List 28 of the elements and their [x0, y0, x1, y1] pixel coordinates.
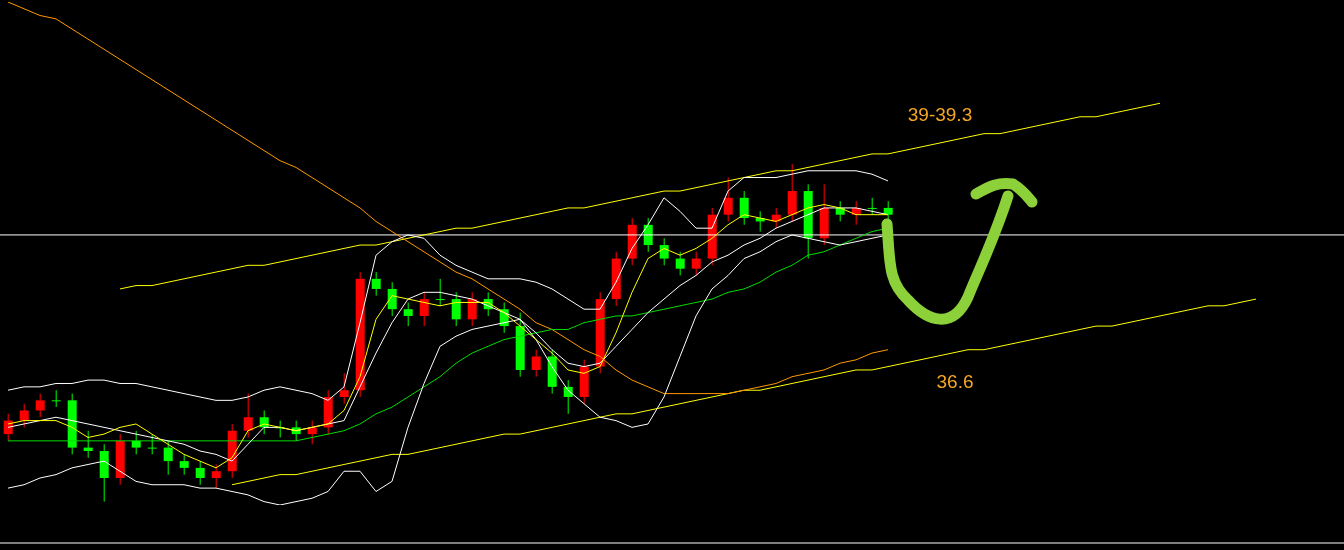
candlestick: [451, 291, 461, 327]
annotation: 36.6: [935, 371, 975, 393]
candlestick: [419, 291, 429, 327]
candlestick: [403, 301, 413, 327]
candlestick: [723, 177, 733, 222]
candlestick: [163, 440, 173, 476]
candlestick: [35, 393, 45, 418]
text: 39-39.3: [906, 104, 974, 126]
candlestick: [339, 372, 349, 405]
candlestick: [467, 291, 477, 327]
candlestick: [195, 460, 205, 486]
candlestick: [243, 393, 253, 438]
candlestick: [19, 403, 29, 428]
candlestick: [675, 251, 685, 276]
candlestick: [307, 420, 317, 445]
candlestick: [787, 163, 797, 222]
candlestick: [147, 433, 157, 455]
candlestick: [387, 281, 397, 317]
candlestick: [179, 453, 189, 476]
candlestick: [691, 251, 701, 276]
candlestick: [83, 430, 93, 459]
candlestick: [659, 237, 669, 266]
candlestick: [531, 349, 541, 378]
candlestick: [51, 389, 61, 408]
candlestick: [211, 463, 221, 489]
candlestick: [435, 278, 445, 307]
candlestick: [739, 190, 749, 226]
candlestick: [371, 271, 381, 297]
